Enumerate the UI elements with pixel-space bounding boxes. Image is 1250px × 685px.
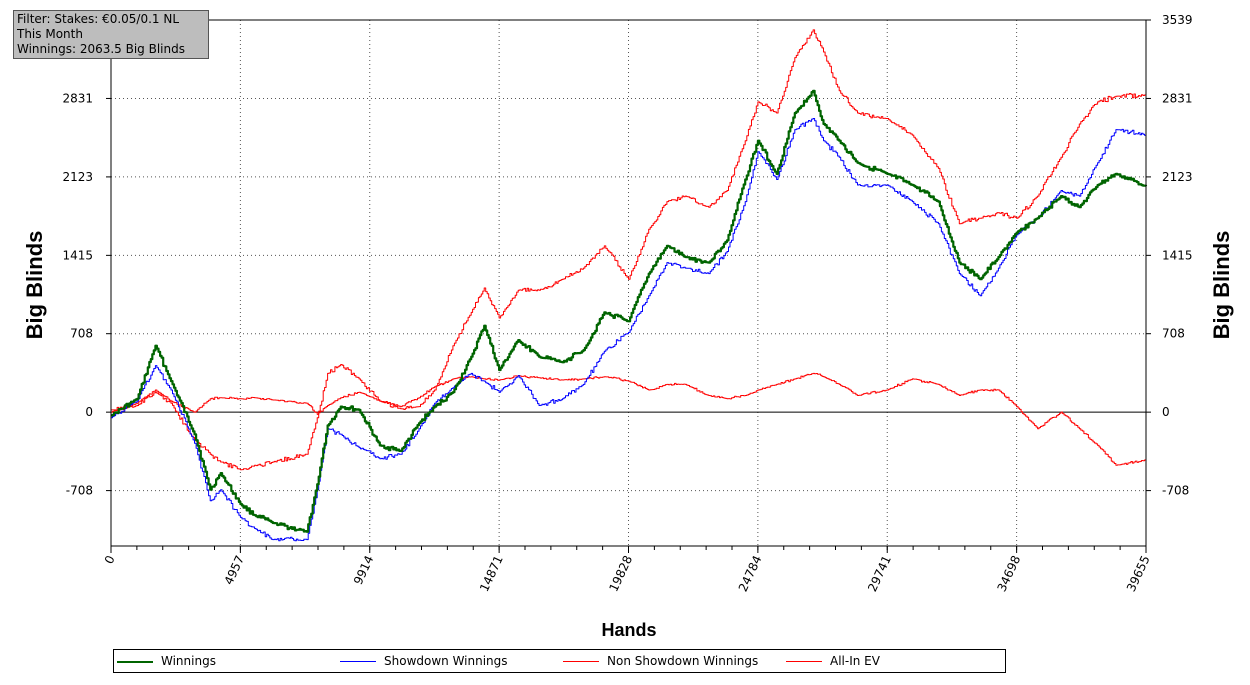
x-tick-label: 24784 — [736, 553, 765, 594]
series-layer — [111, 29, 1148, 542]
legend-swatch-showdown — [340, 661, 376, 662]
x-tick-label: 0 — [102, 553, 118, 566]
winnings-text: Winnings: 2063.5 Big Blinds — [17, 42, 185, 56]
y-tick-label-right: 1415 — [1162, 248, 1193, 262]
legend-swatch-winnings — [117, 660, 153, 663]
x-tick-label: 34698 — [995, 553, 1024, 594]
y-tick-label-right: 0 — [1162, 405, 1170, 419]
series-line-non-showdown-winnings — [111, 29, 1147, 471]
period-text: This Month — [17, 27, 83, 41]
legend-label-non-showdown: Non Showdown Winnings — [607, 654, 759, 668]
legend-item-showdown: Showdown Winnings — [340, 653, 508, 669]
x-tick-label: 19828 — [606, 553, 635, 594]
y-tick-label-right: 3539 — [1162, 13, 1193, 27]
legend-label-showdown: Showdown Winnings — [384, 654, 508, 668]
x-axis-title: Hands — [601, 620, 656, 640]
y-tick-label-right: -708 — [1162, 484, 1189, 498]
legend-swatch-non-showdown — [563, 661, 599, 662]
x-axis-ticks: 0 4957 9914 14871 19828 24784 29741 34698 39655 — [102, 546, 1153, 594]
legend-label-winnings: Winnings — [161, 654, 216, 668]
y-tick-label-left: 1415 — [62, 248, 93, 262]
y-axis-title-right: Big Blinds — [1209, 231, 1234, 340]
chart-legend: Winnings Showdown Winnings Non Showdown … — [113, 649, 1006, 673]
y-tick-label-left: -708 — [66, 484, 93, 498]
filter-text: Filter: Stakes: €0.05/0.1 NL — [17, 12, 180, 26]
y-axis-right-ticks: 3539 2831 2123 1415 708 0 -708 — [1146, 13, 1193, 498]
series-line-all-in-ev — [111, 372, 1147, 466]
series-line-winnings — [111, 89, 1148, 533]
x-tick-label: 39655 — [1124, 553, 1153, 594]
y-tick-label-left: 2831 — [62, 91, 93, 105]
y-axis-title-left: Big Blinds — [22, 231, 47, 340]
legend-swatch-allin-ev — [786, 661, 822, 662]
x-tick-label: 14871 — [477, 553, 506, 594]
legend-item-allin-ev: All-In EV — [786, 653, 880, 669]
x-tick-label: 4957 — [221, 553, 247, 587]
x-tick-label: 29741 — [865, 553, 894, 594]
y-tick-label-left: 0 — [85, 405, 93, 419]
grid-lines — [111, 20, 1146, 546]
y-tick-label-right: 708 — [1162, 327, 1185, 341]
x-tick-label: 9914 — [351, 553, 377, 587]
filter-info-box: Filter: Stakes: €0.05/0.1 NL This Month … — [13, 10, 209, 59]
legend-item-winnings: Winnings — [117, 653, 216, 669]
legend-label-allin-ev: All-In EV — [830, 654, 880, 668]
series-line-showdown-winnings — [111, 118, 1147, 542]
y-tick-label-right: 2123 — [1162, 170, 1193, 184]
legend-item-non-showdown: Non Showdown Winnings — [563, 653, 758, 669]
y-tick-label-left: 2123 — [62, 170, 93, 184]
y-tick-label-right: 2831 — [1162, 91, 1193, 105]
y-tick-label-left: 708 — [70, 327, 93, 341]
